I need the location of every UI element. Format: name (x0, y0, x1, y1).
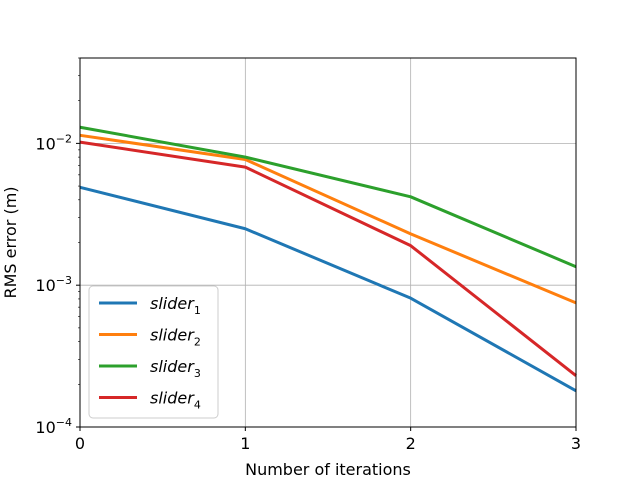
x-tick-label: 3 (571, 434, 581, 453)
y-axis-ticks: 10−4 10−3 10−2 (35, 57, 80, 437)
x-axis-label: Number of iterations (245, 460, 411, 479)
x-axis-ticks: 0 1 2 3 (75, 427, 581, 453)
x-tick-label: 1 (240, 434, 250, 453)
legend-label-1: slider1 (150, 294, 201, 317)
series-line-3 (79, 125, 577, 269)
legend-box (88, 285, 219, 419)
legend-label-3: slider3 (150, 357, 201, 380)
x-tick-label: 0 (75, 434, 85, 453)
y-tick-label: 10−2 (35, 132, 72, 153)
legend-label-4: slider4 (150, 389, 201, 412)
series-line-4 (79, 140, 577, 377)
y-tick-label: 10−3 (35, 274, 72, 295)
series-line-2 (79, 133, 577, 305)
series-line-1 (79, 185, 577, 393)
x-tick-label: 2 (406, 434, 416, 453)
y-tick-label: 10−4 (35, 416, 72, 437)
legend-label-2: slider2 (150, 326, 201, 349)
series-lines (79, 125, 577, 393)
legend: slider1 slider2 slider3 slider4 (88, 285, 219, 419)
y-axis-label: RMS error (m) (1, 186, 20, 298)
